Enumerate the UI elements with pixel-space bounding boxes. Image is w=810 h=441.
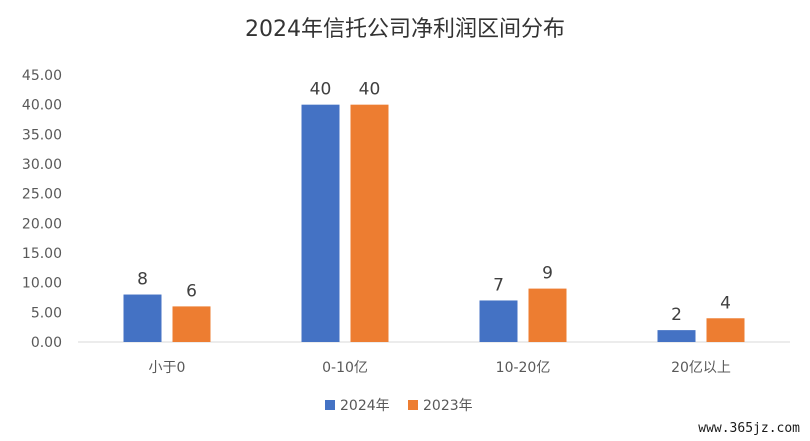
data-label: 8 [137,270,148,290]
data-label: 4 [720,293,731,313]
y-tick-label: 0.00 [31,335,62,351]
data-label: 40 [359,80,381,100]
y-tick-label: 10.00 [22,276,62,292]
legend-label: 2023年 [423,398,473,414]
bar [528,288,567,342]
bar [301,104,340,343]
bar [350,104,389,343]
legend: 2024年 2023年 [325,398,473,414]
y-tick-label: 20.00 [22,216,62,232]
legend-swatch [325,400,335,410]
y-tick-label: 45.00 [22,68,62,84]
watermark: www.365jz.com [698,421,800,436]
x-tick-label: 20亿以上 [671,360,731,376]
data-label: 7 [493,275,504,295]
y-tick-label: 30.00 [22,157,62,173]
y-tick-label: 5.00 [31,305,62,321]
bar [706,318,745,342]
y-tick-label: 35.00 [22,127,62,143]
bar [123,294,162,342]
x-tick-label: 小于0 [149,360,186,376]
legend-swatch [408,400,418,410]
bar [172,306,211,342]
y-axis: 0.00 5.00 10.00 15.00 20.00 25.00 30.00 35.00 40… [22,68,62,351]
x-axis-categories: 小于0 0-10亿 10-20亿 20亿以上 [149,360,731,376]
chart-title: 2024年信托公司净利润区间分布 [245,17,565,42]
bar [479,300,518,342]
y-tick-label: 40.00 [22,98,62,114]
x-tick-label: 10-20亿 [496,360,551,376]
legend-label: 2024年 [340,398,390,414]
bar [657,330,696,342]
bars: 8 6 40 40 7 9 2 4 [123,80,745,343]
data-label: 6 [186,281,197,301]
y-tick-label: 15.00 [22,246,62,262]
data-label: 2 [671,305,682,325]
y-tick-label: 25.00 [22,187,62,203]
data-label: 40 [310,80,332,100]
data-label: 9 [542,264,553,284]
x-tick-label: 0-10亿 [322,360,368,376]
